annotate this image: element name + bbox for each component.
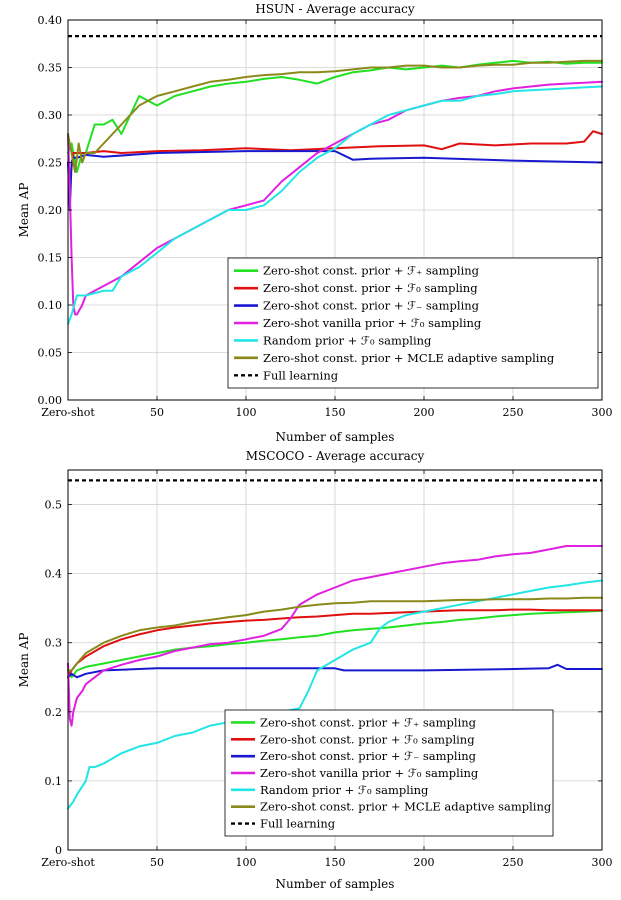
y-axis-label: Mean AP <box>17 183 31 238</box>
y-tick-label: 0.10 <box>38 299 63 312</box>
legend-label-4: Zero-shot vanilla prior + ℱ₀ sampling <box>263 316 482 330</box>
series-line-2 <box>67 608 603 679</box>
x-tick-label: 300 <box>592 856 613 869</box>
series-line-6 <box>67 59 603 173</box>
x-tick-label: 100 <box>236 856 257 869</box>
y-tick-label: 0.4 <box>45 568 63 581</box>
legend-label-2: Zero-shot const. prior + ℱ₀ sampling <box>260 732 475 746</box>
x-tick-label: 150 <box>325 406 346 419</box>
legend-label-5: Random prior + ℱ₀ sampling <box>263 333 432 347</box>
x-tick-label: 150 <box>325 856 346 869</box>
chart-title: MSCOCO - Average accuracy <box>246 449 425 463</box>
y-tick-label: 0.20 <box>38 204 63 217</box>
x-tick-label: 200 <box>414 406 435 419</box>
legend-label-3: Zero-shot const. prior + ℱ₋ sampling <box>260 749 477 763</box>
legend-label-4: Zero-shot vanilla prior + ℱ₀ sampling <box>260 766 479 780</box>
y-tick-label: 0.3 <box>45 637 63 650</box>
y-tick-label: 0.00 <box>38 394 63 407</box>
x-tick-label: 300 <box>592 406 613 419</box>
legend-label-5: Random prior + ℱ₀ sampling <box>260 783 429 797</box>
legend-label-6: Zero-shot const. prior + MCLE adaptive s… <box>260 800 552 814</box>
x-tick-label: 100 <box>236 406 257 419</box>
y-tick-label: 0.35 <box>38 62 63 75</box>
legend: Zero-shot const. prior + ℱ₊ sampling Zero… <box>224 709 554 837</box>
x-tick-label: Zero-shot <box>41 406 95 419</box>
x-tick-label: 50 <box>150 856 164 869</box>
x-tick-label: 50 <box>150 406 164 419</box>
series-line-1 <box>67 59 603 173</box>
series-line-5 <box>67 579 603 810</box>
y-axis-label: Mean AP <box>17 633 31 688</box>
y-tick-label: 0.40 <box>38 14 63 27</box>
series-line-6 <box>67 596 603 672</box>
legend-label-7: Full learning <box>260 817 336 831</box>
series-line-3 <box>67 663 603 679</box>
chart-title: HSUN - Average accuracy <box>255 2 414 16</box>
series-line-4 <box>67 545 603 727</box>
x-tick-label: Zero-shot <box>41 856 95 869</box>
legend-box <box>224 709 554 837</box>
legend-label-1: Zero-shot const. prior + ℱ₊ sampling <box>263 264 480 278</box>
y-tick-label: 0.1 <box>45 775 63 788</box>
legend-label-3: Zero-shot const. prior + ℱ₋ sampling <box>263 299 480 313</box>
series-line-1 <box>67 609 603 679</box>
series-line-5 <box>67 85 603 325</box>
legend-label-7: Full learning <box>263 368 339 382</box>
chart-1: Zero-shot 50 100 150 200 250 300 0.00 0.05 0.10 0.… <box>17 2 613 444</box>
legend-label-6: Zero-shot const. prior + MCLE adaptive s… <box>263 351 555 365</box>
x-tick-label: 250 <box>503 406 524 419</box>
y-tick-label: 0 <box>55 844 62 857</box>
y-tick-label: 0.2 <box>45 706 63 719</box>
legend: Zero-shot const. prior + ℱ₊ sampling Zero… <box>227 257 599 389</box>
series-line-4 <box>67 80 603 316</box>
y-tick-label: 0.15 <box>38 252 63 265</box>
legend-box <box>227 257 599 389</box>
legend-label-2: Zero-shot const. prior + ℱ₀ sampling <box>263 281 478 295</box>
x-axis-label: Number of samples <box>276 430 395 444</box>
x-axis-label: Number of samples <box>276 877 395 891</box>
x-tick-label: 250 <box>503 856 524 869</box>
chart-2: Zero-shot 50 100 150 200 250 300 0 0.1 0.2 0.3 0.4 0… <box>17 449 613 891</box>
y-tick-label: 0.30 <box>38 109 63 122</box>
y-tick-label: 0.25 <box>38 157 63 170</box>
y-tick-label: 0.5 <box>45 499 63 512</box>
legend-label-1: Zero-shot const. prior + ℱ₊ sampling <box>260 715 477 729</box>
y-tick-label: 0.05 <box>38 347 63 360</box>
x-tick-label: 200 <box>414 856 435 869</box>
